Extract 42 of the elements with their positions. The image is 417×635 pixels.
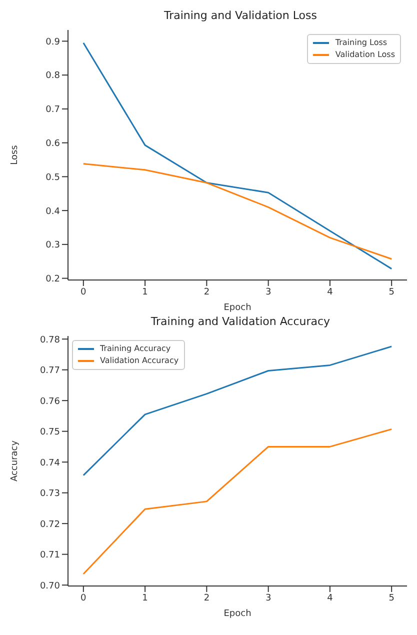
x-tick-label: 5: [388, 287, 394, 298]
x-tick-label: 0: [80, 287, 87, 298]
y-tick-label: 0.70: [40, 581, 60, 592]
chart-title: Training and Validation Loss: [162, 8, 318, 24]
line-series: [82, 346, 392, 476]
legend-label: Validation Loss: [335, 49, 395, 61]
y-tick-label: 0.71: [40, 550, 60, 561]
x-tick-label: 4: [327, 287, 334, 298]
x-tick-label: 2: [204, 287, 210, 298]
legend-label: Validation Accuracy: [100, 355, 179, 367]
chart-title: Training and Validation Accuracy: [150, 314, 332, 330]
y-tick-label: 0.2: [46, 274, 60, 284]
y-tick-label: 0.4: [46, 206, 60, 217]
y-tick-label: 0.76: [40, 396, 60, 407]
x-tick-label: 4: [327, 593, 334, 604]
x-axis-title: Epoch: [224, 303, 252, 313]
y-axis-title: Accuracy: [10, 440, 20, 482]
x-tick-label: 1: [142, 287, 148, 298]
legend-label: Training Loss: [335, 37, 388, 49]
x-tick-label: 3: [265, 593, 272, 604]
y-tick-label: 0.3: [46, 240, 60, 251]
y-tick-label: 0.72: [40, 520, 60, 530]
x-tick-label: 3: [265, 287, 272, 298]
y-tick-label: 0.9: [46, 37, 60, 48]
x-tick-label: 2: [204, 593, 210, 604]
y-tick-label: 0.75: [40, 428, 60, 438]
x-tick-label: 0: [80, 593, 87, 604]
y-tick-label: 0.73: [40, 489, 60, 500]
line-series: [82, 163, 392, 260]
line-series: [82, 428, 392, 575]
x-tick-label: 5: [388, 593, 394, 604]
y-tick-label: 0.6: [46, 139, 60, 149]
legend-label: Training Accuracy: [100, 343, 171, 355]
x-axis-title: Epoch: [224, 609, 252, 619]
y-tick-label: 0.7: [46, 105, 60, 116]
y-tick-label: 0.5: [46, 172, 60, 183]
y-tick-label: 0.78: [40, 335, 60, 346]
y-tick-label: 0.8: [46, 71, 60, 82]
y-tick-label: 0.77: [40, 366, 60, 376]
x-tick-label: 1: [142, 593, 148, 604]
y-axis-title: Loss: [10, 144, 20, 165]
y-tick-label: 0.74: [40, 458, 60, 468]
